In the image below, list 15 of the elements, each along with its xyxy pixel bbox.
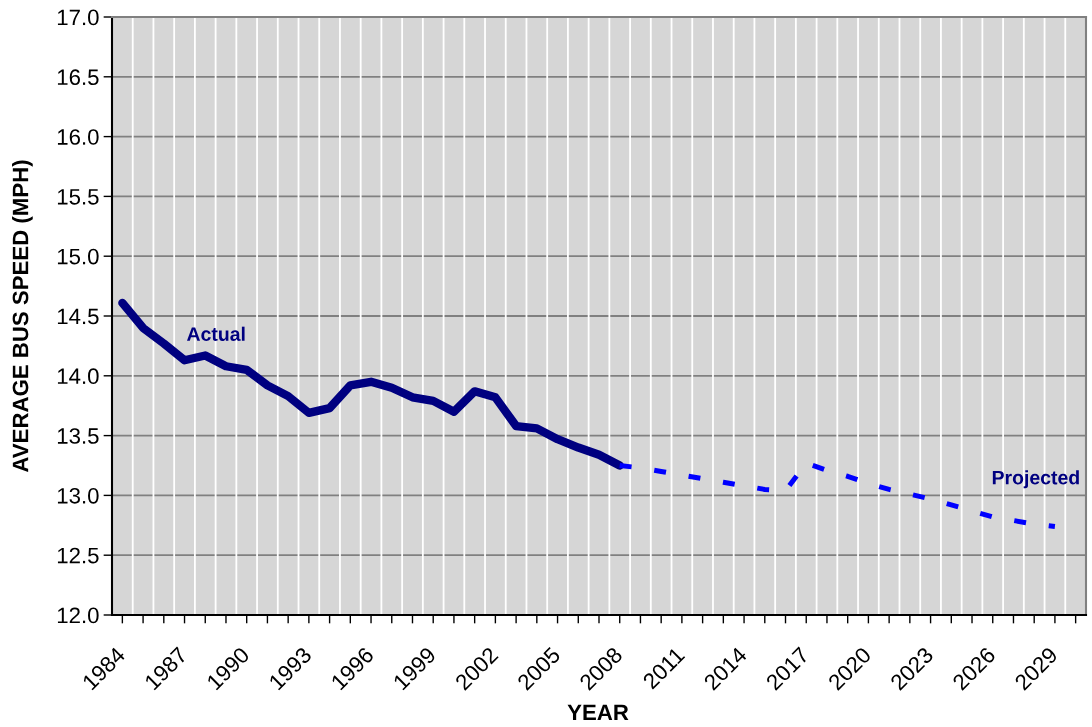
x-axis-title: YEAR (567, 704, 629, 721)
y-tick-label: 17.0 (57, 9, 99, 26)
y-tick-label: 16.5 (57, 69, 99, 86)
y-tick-label: 15.5 (57, 189, 99, 205)
y-tick-label: 12.5 (57, 547, 99, 564)
y-axis-title: AVERAGE BUS SPEED (MPH) (12, 160, 33, 473)
y-tick-label: 12.0 (57, 607, 99, 624)
y-tick-label: 15.0 (57, 248, 99, 265)
y-tick-label: 16.0 (57, 129, 99, 145)
y-tick-label: 13.5 (57, 428, 99, 444)
series-label: Actual (186, 326, 245, 341)
series-label: Projected (992, 470, 1079, 489)
y-tick-label: 14.0 (57, 368, 99, 385)
y-tick-label: 13.0 (57, 487, 99, 504)
y-tick-label: 14.5 (57, 308, 99, 325)
